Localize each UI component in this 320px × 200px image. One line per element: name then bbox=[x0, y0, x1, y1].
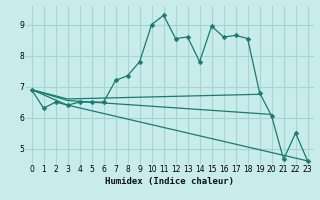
X-axis label: Humidex (Indice chaleur): Humidex (Indice chaleur) bbox=[105, 177, 234, 186]
